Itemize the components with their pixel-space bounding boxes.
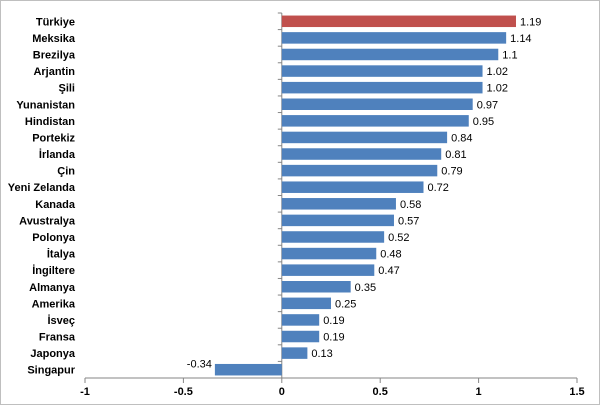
bar <box>281 15 516 28</box>
bar <box>281 81 483 94</box>
category-label: Çin <box>57 166 75 178</box>
bar <box>281 131 448 144</box>
data-label: 1.02 <box>487 66 508 78</box>
data-label: 0.57 <box>398 215 419 227</box>
data-label: 0.84 <box>451 132 472 144</box>
bar <box>281 347 308 359</box>
data-label: 0.95 <box>473 116 494 128</box>
bar <box>281 247 377 260</box>
x-tick-label: -0.5 <box>174 386 193 398</box>
data-label: 0.13 <box>311 348 332 360</box>
category-label: İsveç <box>47 314 75 327</box>
bar <box>281 264 375 276</box>
data-label: 0.35 <box>355 282 376 294</box>
data-label: 0.52 <box>388 232 409 244</box>
x-tick-label: 0 <box>279 386 285 398</box>
bar <box>281 214 394 227</box>
data-label: 0.19 <box>323 315 344 327</box>
category-label: Yunanistan <box>16 99 75 111</box>
bar <box>281 181 424 193</box>
x-tick-label: 0.5 <box>373 386 388 398</box>
category-label: Almanya <box>29 282 76 294</box>
data-label: -0.34 <box>187 359 212 371</box>
bar <box>281 231 385 243</box>
bar <box>281 32 507 44</box>
bar <box>281 314 320 326</box>
category-label: Brezilya <box>33 49 76 61</box>
bar <box>281 148 442 160</box>
data-label: 0.25 <box>335 298 356 310</box>
data-label: 0.48 <box>380 249 401 261</box>
category-label: Amerika <box>32 298 76 310</box>
category-label: Portekiz <box>32 132 75 144</box>
bar <box>281 98 473 110</box>
category-label: İrlanda <box>39 148 76 161</box>
data-label: 1.19 <box>520 16 541 28</box>
data-label: 0.19 <box>323 332 344 344</box>
category-label: Kanada <box>35 199 76 211</box>
bar <box>281 115 469 127</box>
x-tick-label: 1.5 <box>569 386 584 398</box>
category-label: Fransa <box>39 332 76 344</box>
data-label: 0.81 <box>445 149 466 161</box>
x-tick-label: 1 <box>476 386 482 398</box>
bar <box>281 48 499 61</box>
data-label: 1.14 <box>510 33 531 45</box>
category-label: İngiltere <box>32 264 75 277</box>
category-label: Meksika <box>32 33 76 45</box>
x-tick-label: -1 <box>80 386 90 398</box>
data-label: 0.47 <box>378 265 399 277</box>
category-label: Arjantin <box>33 66 75 78</box>
data-label: 0.72 <box>427 182 448 194</box>
data-label: 1.02 <box>487 83 508 95</box>
category-label: Şili <box>58 83 75 95</box>
bar <box>281 65 483 77</box>
category-label: Japonya <box>30 348 76 360</box>
category-label: Türkiye <box>36 16 75 28</box>
category-label: Singapur <box>27 365 75 377</box>
data-label: 0.58 <box>400 199 421 211</box>
category-label: Yeni Zelanda <box>8 182 76 194</box>
category-label: İtalya <box>47 248 76 261</box>
bar <box>214 363 282 376</box>
category-label: Hindistan <box>25 116 75 128</box>
data-label: 0.97 <box>477 99 498 111</box>
bar <box>281 164 438 177</box>
data-label: 1.1 <box>502 49 517 61</box>
data-label: 0.79 <box>441 166 462 178</box>
category-label: Avustralya <box>19 215 76 227</box>
bar <box>281 297 331 310</box>
category-label: Polonya <box>32 232 76 244</box>
bar <box>281 198 396 210</box>
bar <box>281 330 320 343</box>
bar <box>281 281 351 293</box>
